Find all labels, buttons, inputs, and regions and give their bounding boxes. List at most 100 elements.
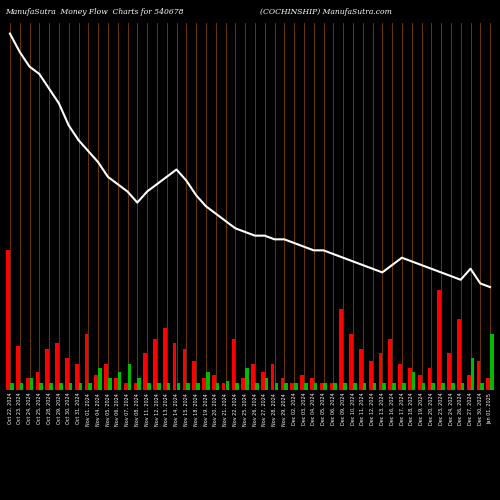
Bar [447,353,451,390]
Bar [280,378,284,390]
Bar [480,382,484,390]
Bar [104,364,108,390]
Bar [349,334,353,390]
Bar [457,320,460,390]
Bar [232,338,235,390]
Text: (COCHINSHIP) ManufaSutra.com: (COCHINSHIP) ManufaSutra.com [260,8,392,16]
Bar [334,382,337,390]
Bar [490,334,494,390]
Bar [398,364,402,390]
Bar [300,376,304,390]
Bar [359,349,362,390]
Bar [144,353,147,390]
Bar [486,378,490,390]
Bar [432,382,435,390]
Bar [36,372,40,390]
Bar [118,372,122,390]
Bar [124,382,128,390]
Bar [245,368,249,390]
Bar [59,382,62,390]
Bar [94,376,98,390]
Bar [304,382,308,390]
Bar [163,328,166,390]
Bar [98,368,102,390]
Bar [438,290,441,390]
Bar [372,382,376,390]
Bar [192,360,196,390]
Bar [467,376,470,390]
Bar [147,382,151,390]
Bar [470,358,474,390]
Bar [236,382,239,390]
Bar [108,378,112,390]
Bar [10,382,14,390]
Bar [310,378,314,390]
Bar [441,382,445,390]
Bar [138,378,141,390]
Bar [428,368,432,390]
Bar [186,382,190,390]
Bar [30,378,33,390]
Bar [157,382,160,390]
Bar [134,382,138,390]
Text: ManufaSutra  Money Flow  Charts for 540678: ManufaSutra Money Flow Charts for 540678 [5,8,184,16]
Bar [362,382,366,390]
Bar [78,382,82,390]
Bar [202,378,206,390]
Bar [75,364,78,390]
Bar [261,372,264,390]
Bar [382,382,386,390]
Bar [353,382,356,390]
Bar [412,372,416,390]
Bar [153,338,157,390]
Bar [460,382,464,390]
Bar [392,382,396,390]
Bar [212,376,216,390]
Bar [222,382,226,390]
Bar [330,382,334,390]
Bar [314,382,318,390]
Bar [320,382,324,390]
Bar [274,382,278,390]
Bar [196,382,200,390]
Bar [388,338,392,390]
Bar [226,381,229,390]
Bar [46,349,49,390]
Bar [378,353,382,390]
Bar [408,368,412,390]
Bar [40,382,43,390]
Bar [176,382,180,390]
Bar [324,382,327,390]
Bar [206,372,210,390]
Bar [340,309,343,390]
Bar [418,376,422,390]
Bar [16,346,20,390]
Bar [88,382,92,390]
Bar [20,382,24,390]
Bar [84,334,88,390]
Bar [271,364,274,390]
Bar [369,360,372,390]
Bar [65,358,68,390]
Bar [49,382,53,390]
Bar [55,343,59,390]
Bar [166,382,170,390]
Bar [290,382,294,390]
Bar [294,382,298,390]
Bar [182,349,186,390]
Bar [6,250,10,390]
Bar [173,343,176,390]
Bar [242,378,245,390]
Bar [114,378,117,390]
Bar [284,382,288,390]
Bar [402,382,406,390]
Bar [422,382,425,390]
Bar [216,382,220,390]
Bar [343,382,347,390]
Bar [251,364,255,390]
Bar [128,364,131,390]
Bar [476,360,480,390]
Bar [26,378,30,390]
Bar [264,378,268,390]
Bar [255,382,258,390]
